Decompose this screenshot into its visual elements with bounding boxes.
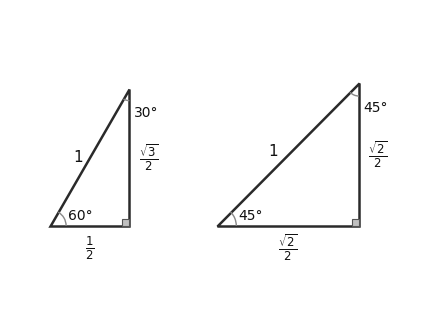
- Text: 45°: 45°: [364, 101, 388, 115]
- Bar: [352, 219, 359, 226]
- Bar: [122, 219, 129, 226]
- Polygon shape: [50, 89, 129, 226]
- Text: 1: 1: [269, 144, 278, 159]
- Text: 45°: 45°: [239, 210, 263, 223]
- Text: $\frac{\sqrt{3}}{2}$: $\frac{\sqrt{3}}{2}$: [139, 142, 158, 173]
- Text: $\frac{\sqrt{2}}{2}$: $\frac{\sqrt{2}}{2}$: [368, 139, 388, 170]
- Text: 1: 1: [73, 150, 83, 165]
- Polygon shape: [216, 83, 359, 226]
- Text: 30°: 30°: [134, 106, 158, 120]
- Text: $\frac{\sqrt{2}}{2}$: $\frac{\sqrt{2}}{2}$: [278, 233, 297, 264]
- Text: $\frac{1}{2}$: $\frac{1}{2}$: [85, 234, 94, 262]
- Text: 60°: 60°: [68, 209, 92, 223]
